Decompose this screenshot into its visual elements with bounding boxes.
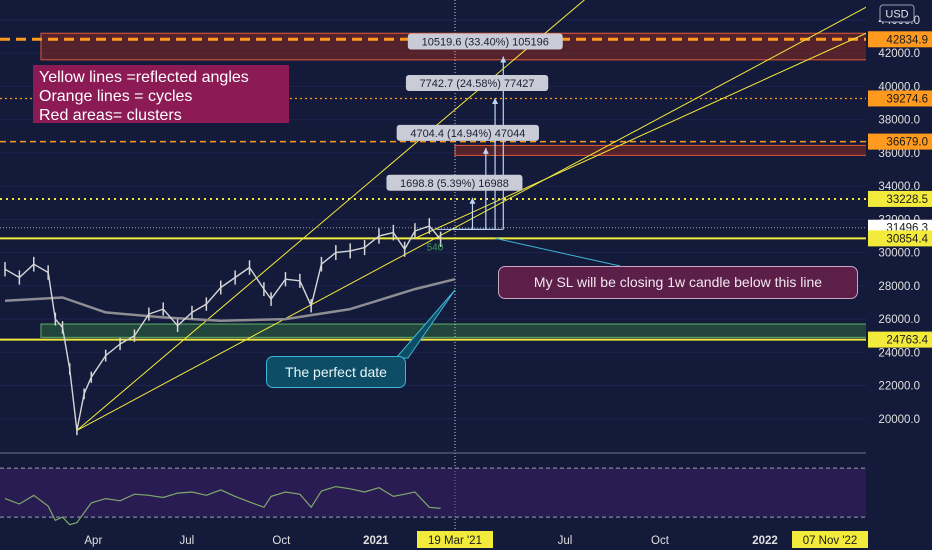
price-tick-label: 40000.0 (878, 81, 920, 93)
price-tag-box (868, 190, 932, 207)
target-arrow-head (482, 147, 489, 154)
time-tick-label: Oct (272, 535, 291, 547)
price-tag-label: 30854.4 (886, 233, 928, 245)
price-tick-label: 24000.0 (878, 347, 920, 359)
support-zone (40, 323, 932, 338)
price-tag-box (868, 31, 932, 48)
legend-line-yellow: Yellow lines =reflected angles (39, 69, 249, 86)
small-price-label: 540 (427, 242, 444, 253)
price-tick-label: 26000.0 (878, 314, 920, 326)
price-tag-label: 39274.6 (886, 93, 928, 105)
target-label: 10519.6 (33.40%) 105196 (422, 37, 549, 49)
price-tick-label: 30000.0 (878, 248, 920, 260)
target-label-box (386, 174, 523, 191)
time-tick-label: 2021 (363, 535, 389, 547)
target-label-box (405, 75, 549, 92)
angle-line-upper (414, 2, 932, 239)
perfect-date-note: The perfect date (266, 356, 406, 388)
currency-badge[interactable]: USD (879, 4, 915, 23)
moving-average-line (4, 277, 456, 322)
price-tick-label: 36000.0 (878, 148, 920, 160)
time-tick-label: 07 Nov '22 (803, 535, 858, 547)
price-tick-label: 38000.0 (878, 115, 920, 127)
cluster-zone-mid (454, 144, 911, 156)
price-tick-label: 20000.0 (878, 414, 920, 426)
price-tag-label: 42834.9 (886, 34, 928, 46)
target-label: 1698.8 (5.39%) 16988 (400, 178, 509, 190)
price-axis: 20000.0 22000.0 24000.0 26000.0 28000.0 30000… (866, 0, 932, 530)
price-tag-box (868, 90, 932, 107)
time-tick-label: Jul (179, 535, 194, 547)
price-tag-label: 36679.0 (886, 137, 928, 149)
price-tag-box (868, 230, 932, 247)
target-arrow-head (469, 197, 476, 204)
legend-line-red: Red areas= clusters (39, 107, 182, 124)
time-tick-label: Oct (651, 535, 670, 547)
time-tag-box (417, 531, 493, 548)
time-tick-label: 2022 (752, 535, 778, 547)
price-tick-label: 42000.0 (878, 48, 920, 60)
price-line (4, 225, 442, 432)
price-tag-label: 24763.4 (886, 335, 928, 347)
time-tick-label: Jul (558, 535, 573, 547)
legend-line-orange: Orange lines = cycles (39, 88, 193, 105)
time-tick-label: Apr (84, 535, 102, 547)
price-series: 540 (4, 218, 456, 436)
price-tag-label: 33228.5 (886, 194, 928, 206)
price-tick-label: 28000.0 (878, 281, 920, 293)
legend-note: Yellow lines =reflected angles Orange li… (33, 65, 289, 124)
price-tag-box (868, 331, 932, 348)
rsi-line (4, 485, 441, 526)
sl-pointer (495, 237, 621, 267)
target-label: 7742.7 (24.58%) 77427 (420, 78, 535, 90)
currency-label: USD (885, 9, 908, 21)
time-tick-label: 19 Mar '21 (428, 535, 482, 547)
target-label: 4704.4 (14.94%) 47044 (410, 128, 525, 140)
time-tag-box (792, 531, 868, 548)
target-label-box (407, 33, 563, 50)
price-tick-label: 22000.0 (878, 381, 920, 393)
target-arrow-head (492, 98, 499, 105)
target-label-box (396, 124, 539, 141)
rsi-band (0, 468, 866, 518)
rsi-pane: 40.0080.00 (0, 452, 932, 526)
price-axis-background (866, 0, 932, 530)
stop-loss-note: My SL will be closing 1w candle below th… (498, 266, 858, 299)
time-axis: Apr Jul Oct 2021 19 Mar '21 Jul Oct 2022 07 Nov … (0, 530, 932, 550)
price-tag-box (868, 133, 932, 150)
target-arrow-head (500, 56, 507, 63)
price-tick-label: 34000.0 (878, 181, 920, 193)
target-arrows: 10519.6 (33.40%) 105196 7742.7 (24.58%) 7… (386, 33, 563, 230)
angle-line-shallow (76, 0, 881, 431)
